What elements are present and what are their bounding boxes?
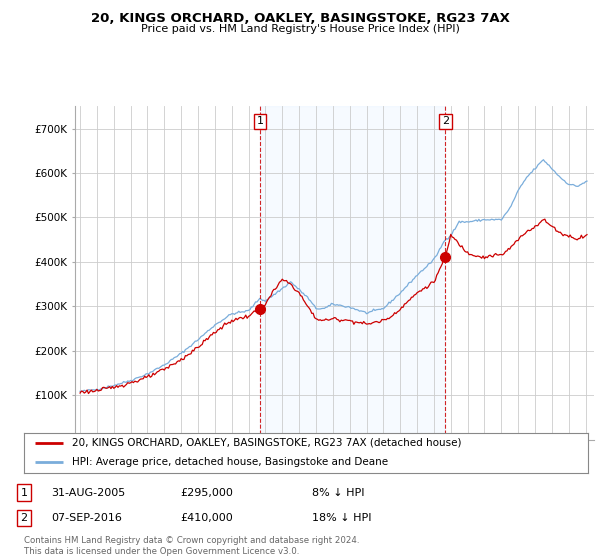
Text: 07-SEP-2016: 07-SEP-2016: [51, 513, 122, 523]
Text: £295,000: £295,000: [180, 488, 233, 498]
Text: Price paid vs. HM Land Registry's House Price Index (HPI): Price paid vs. HM Land Registry's House …: [140, 24, 460, 34]
Text: Contains HM Land Registry data © Crown copyright and database right 2024.
This d: Contains HM Land Registry data © Crown c…: [24, 536, 359, 556]
Text: 1: 1: [20, 488, 28, 498]
Text: 2: 2: [20, 513, 28, 523]
Text: 20, KINGS ORCHARD, OAKLEY, BASINGSTOKE, RG23 7AX: 20, KINGS ORCHARD, OAKLEY, BASINGSTOKE, …: [91, 12, 509, 25]
Text: 2: 2: [442, 116, 449, 127]
Text: 1: 1: [256, 116, 263, 127]
Text: HPI: Average price, detached house, Basingstoke and Deane: HPI: Average price, detached house, Basi…: [72, 457, 388, 467]
Text: 8% ↓ HPI: 8% ↓ HPI: [312, 488, 365, 498]
Text: 31-AUG-2005: 31-AUG-2005: [51, 488, 125, 498]
Text: £410,000: £410,000: [180, 513, 233, 523]
Text: 18% ↓ HPI: 18% ↓ HPI: [312, 513, 371, 523]
Text: 20, KINGS ORCHARD, OAKLEY, BASINGSTOKE, RG23 7AX (detached house): 20, KINGS ORCHARD, OAKLEY, BASINGSTOKE, …: [72, 438, 461, 448]
Bar: [260, 106, 445, 440]
